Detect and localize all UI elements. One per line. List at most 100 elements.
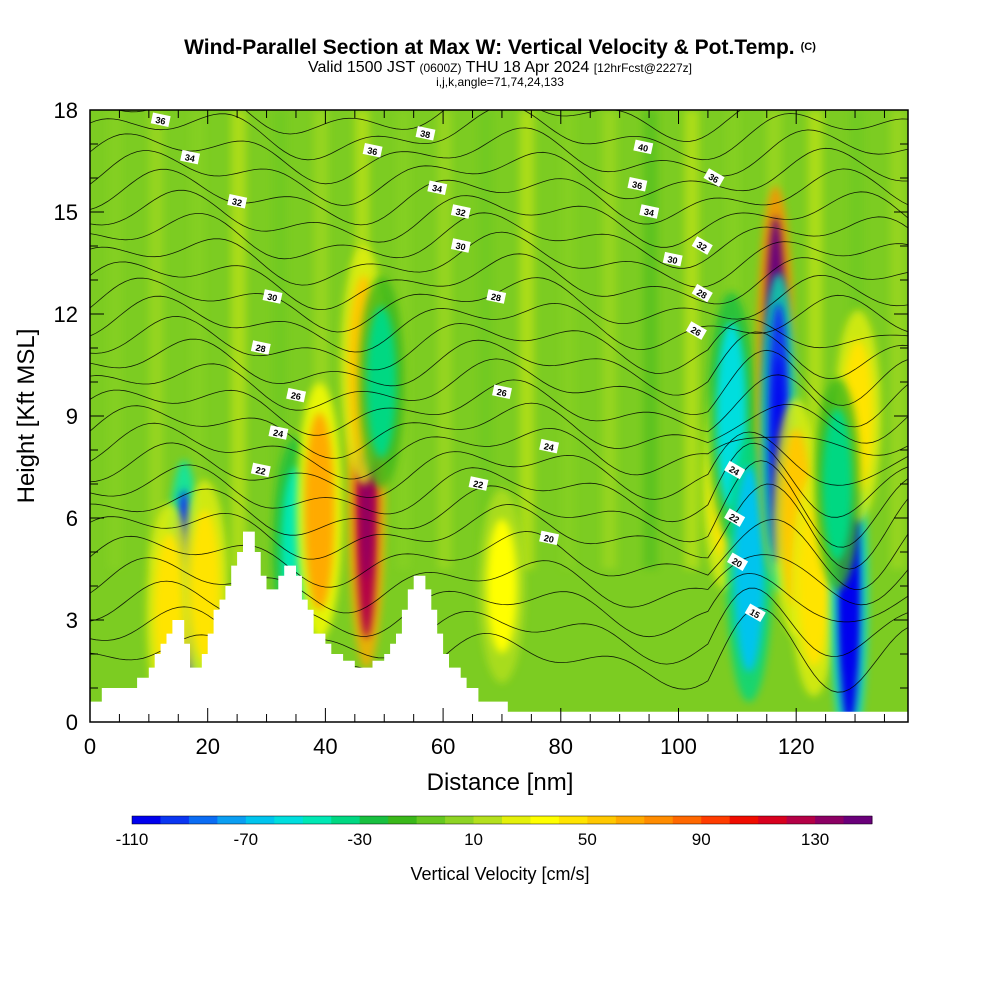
contour-label-box xyxy=(744,603,766,623)
contour-label-text: 32 xyxy=(695,240,709,254)
x-tick-label: 80 xyxy=(549,734,573,759)
colorbar-swatch xyxy=(245,816,275,824)
contour-label: 30 xyxy=(262,289,283,304)
texture-streak xyxy=(107,110,123,569)
contour-label-text: 36 xyxy=(631,179,643,191)
colorbar-swatch xyxy=(302,816,332,824)
x-tick-label: 100 xyxy=(660,734,697,759)
theta-contour-line xyxy=(90,431,908,500)
contour-label: 28 xyxy=(250,340,271,355)
contour-label: 32 xyxy=(450,204,471,219)
contour-label-box xyxy=(150,112,171,127)
contour-label: 38 xyxy=(415,126,436,141)
texture-streak xyxy=(890,110,906,569)
contour-label-text: 22 xyxy=(472,479,484,491)
colorbar-swatch xyxy=(587,816,617,824)
contour-label-box xyxy=(415,126,436,141)
contour-label: 28 xyxy=(486,289,507,304)
theta-contour-line xyxy=(90,231,908,288)
contour-label: 22 xyxy=(724,508,746,527)
texture-streak xyxy=(231,110,246,569)
colorbar-swatch xyxy=(729,816,759,824)
y-tick-label: 0 xyxy=(66,710,78,735)
contour-label-box xyxy=(362,143,383,158)
contour-label: 30 xyxy=(662,251,683,267)
contour-label: 34 xyxy=(180,149,201,165)
contour-label: 36 xyxy=(703,168,725,187)
theta-contour-line xyxy=(90,212,908,269)
contour-label-text: 38 xyxy=(419,128,431,140)
colorbar-swatch xyxy=(132,816,161,824)
theta-contour-line xyxy=(90,460,908,548)
colorbar-swatch xyxy=(445,816,475,824)
contour-label-box xyxy=(427,180,448,195)
y-tick-label: 12 xyxy=(54,302,78,327)
colorbar-swatch xyxy=(160,816,190,824)
contour-label-text: 32 xyxy=(455,207,467,219)
valid-time: Valid 1500 JST xyxy=(308,59,416,76)
colorbar-swatch xyxy=(701,816,731,824)
contour-label: 20 xyxy=(539,530,560,546)
colorbar-swatch xyxy=(502,816,531,824)
colorbar-swatch xyxy=(217,816,247,824)
contour-label: 34 xyxy=(427,180,448,195)
contour-label-box xyxy=(691,236,713,255)
y-tick-label: 6 xyxy=(66,506,78,531)
contour-label-box xyxy=(627,177,648,192)
contour-label-text: 34 xyxy=(184,152,196,164)
contour-label: 36 xyxy=(362,143,383,158)
contour-label-text: 34 xyxy=(431,183,443,195)
contour-label: 24 xyxy=(724,460,746,480)
theta-contour-line xyxy=(90,168,908,226)
contour-label-text: 15 xyxy=(748,607,762,621)
contour-label-box xyxy=(539,530,560,546)
theta-contour-line xyxy=(90,294,908,353)
contour-label-text: 36 xyxy=(707,172,721,186)
plot-area: 15 20 20 22 22 22 24 24 24 26 26 26 28 28 28 30 30 30 32 32… xyxy=(90,110,908,722)
contour-label-text: 28 xyxy=(255,343,267,355)
contour-labels: 15 20 20 22 22 22 24 24 24 26 26 26 28 28 28 30 30 30 32 32… xyxy=(150,112,766,623)
y-tick-label: 9 xyxy=(66,404,78,429)
x-tick-label: 20 xyxy=(195,734,219,759)
colorbar-tick-label: -70 xyxy=(234,830,259,849)
contour-label-box xyxy=(724,508,746,527)
contour-label-box xyxy=(685,321,707,340)
contour-label-box xyxy=(492,384,512,399)
theta-contour-line xyxy=(90,422,908,480)
contour-label-text: 28 xyxy=(490,292,502,304)
x-tick-label: 40 xyxy=(313,734,337,759)
colorbar-tick-label: -30 xyxy=(347,830,372,849)
theta-contour-line xyxy=(90,110,908,161)
texture-streak xyxy=(560,110,576,569)
contour-label-text: 26 xyxy=(689,325,703,339)
contour-label-text: 22 xyxy=(255,465,267,477)
velocity-cell xyxy=(189,510,220,662)
contour-label-box xyxy=(691,283,713,303)
colorbar-swatch xyxy=(473,816,503,824)
contour-label-box xyxy=(724,460,746,480)
contour-label-box xyxy=(633,139,654,155)
contour-label: 20 xyxy=(727,552,749,572)
contour-label-box xyxy=(468,476,489,491)
texture-streak xyxy=(437,110,452,569)
colorbar-tick-label: 10 xyxy=(464,830,483,849)
texture-streak xyxy=(478,110,494,569)
x-tick-label: 0 xyxy=(84,734,96,759)
contour-label-box xyxy=(227,194,248,209)
colorbar-swatch xyxy=(530,816,560,824)
contour-label-text: 30 xyxy=(455,241,467,253)
contour-label: 24 xyxy=(539,438,560,454)
contour-label-text: 24 xyxy=(727,464,741,478)
contour-label: 36 xyxy=(150,112,171,127)
contour-label-box xyxy=(262,289,283,304)
contour-label-box xyxy=(662,251,683,267)
copyright-mark: (C) xyxy=(800,41,816,53)
contour-label-box xyxy=(450,238,471,253)
contour-label-box xyxy=(450,204,471,219)
x-axis: 0 20 40 60 80 100 120 xyxy=(84,110,885,759)
colorbar-swatch xyxy=(672,816,702,824)
indices-line: i,j,k,angle=71,74,24,133 xyxy=(436,75,564,89)
y-tick-label: 3 xyxy=(66,608,78,633)
contour-label-box xyxy=(250,340,271,355)
contour-label-text: 22 xyxy=(727,512,741,526)
